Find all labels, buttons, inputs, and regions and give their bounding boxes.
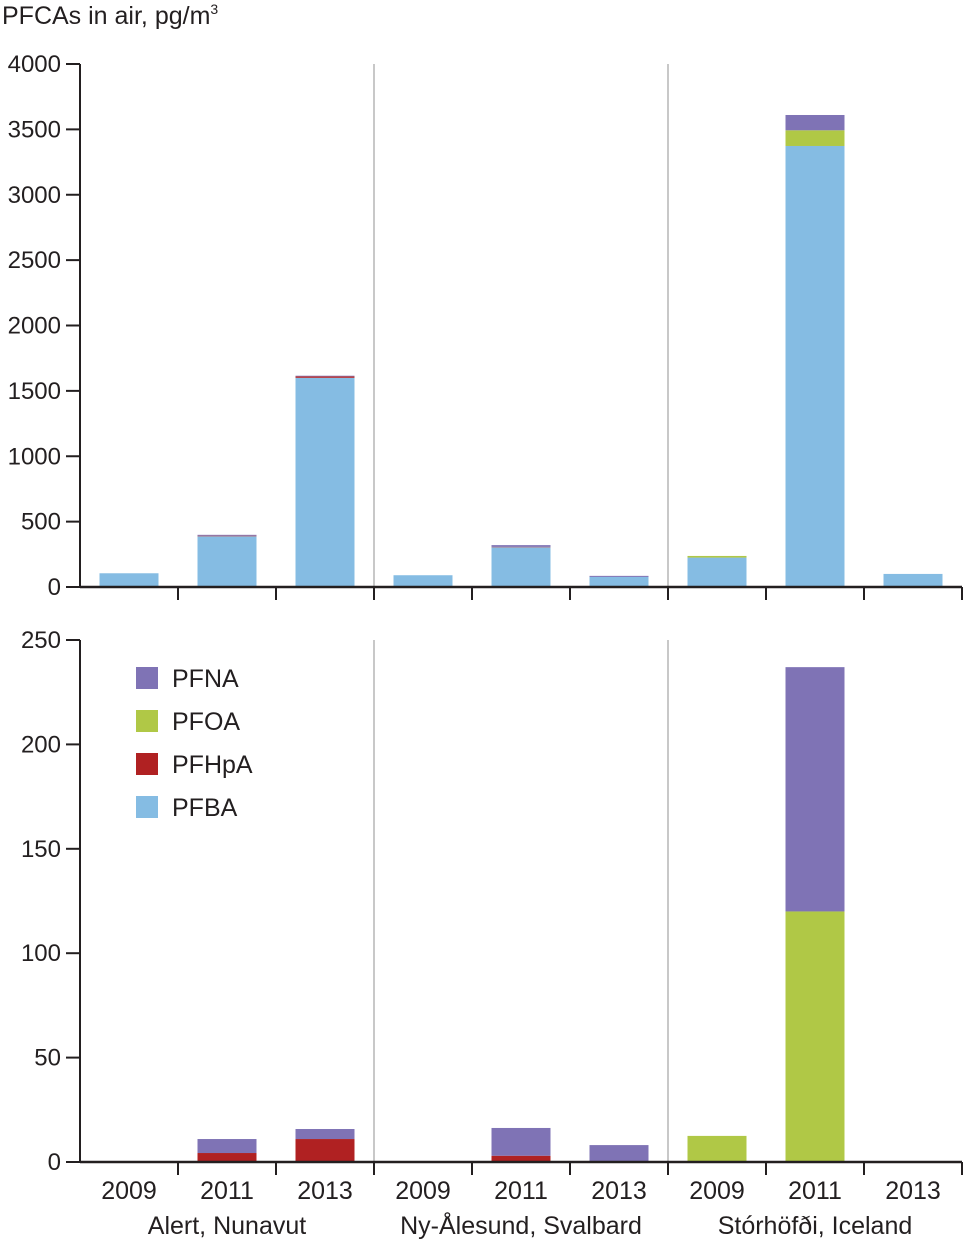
- y-tick-label: 2500: [8, 247, 61, 274]
- x-tick-label: 2009: [395, 1177, 451, 1205]
- y-tick-label: 50: [34, 1045, 61, 1072]
- panel-2: 0 50 100 150 200 250: [21, 627, 963, 1176]
- group-label: Stórhöfði, Iceland: [718, 1212, 913, 1240]
- bar-pfna: [589, 575, 649, 577]
- bar-pfba: [99, 573, 159, 587]
- y-tick-label: 250: [21, 627, 61, 654]
- legend: PFNA PFOA PFHpA PFBA: [136, 665, 253, 822]
- x-tick-label: 2013: [297, 1177, 353, 1205]
- bar-pfba: [197, 536, 257, 587]
- x-tick-label: 2011: [494, 1177, 548, 1205]
- bar-pfna: [197, 534, 257, 536]
- y-tick-label: 2000: [8, 313, 61, 340]
- bar-pfoa: [785, 911, 845, 1162]
- x-tick-label: 2013: [885, 1177, 941, 1205]
- y-tick-label: 1000: [8, 443, 61, 470]
- legend-item-pfhpa: PFHpA: [136, 751, 253, 779]
- bar-pfna: [197, 1139, 257, 1154]
- bar-pfna: [295, 375, 355, 377]
- y-tick-label: 1500: [8, 378, 61, 405]
- y-tick-label: 150: [21, 836, 61, 863]
- bar-pfna: [491, 1127, 551, 1156]
- legend-swatch: [136, 753, 158, 775]
- bar-pfba: [491, 547, 551, 587]
- bar-pfna: [491, 545, 551, 547]
- x-tick-label: 2009: [101, 1177, 157, 1205]
- bar-pfba: [687, 557, 747, 587]
- y-tick-label: 4000: [8, 51, 61, 78]
- bar-pfoa: [785, 130, 845, 146]
- x-tick-label: 2011: [200, 1177, 254, 1205]
- x-tick-label: 2009: [689, 1177, 745, 1205]
- legend-item-pfna: PFNA: [136, 665, 239, 693]
- legend-label: PFNA: [172, 665, 239, 693]
- group-label: Ny-Ålesund, Svalbard: [400, 1210, 642, 1240]
- bar-pfna: [295, 1129, 355, 1140]
- y-tick-label: 500: [21, 509, 61, 536]
- y-tick-label: 3500: [8, 116, 61, 143]
- bar-pfba: [393, 575, 453, 587]
- group-label: Alert, Nunavut: [148, 1212, 306, 1240]
- bar-pfhpa: [491, 1155, 551, 1162]
- legend-label: PFHpA: [172, 751, 253, 779]
- legend-swatch: [136, 710, 158, 732]
- y-tick-label: 100: [21, 940, 61, 967]
- chart-title: PFCAs in air, pg/m3: [2, 1, 218, 30]
- bar-pfna: [785, 114, 845, 131]
- bar-pfoa: [687, 555, 747, 558]
- bar-pfhpa: [295, 1139, 355, 1162]
- y-tick-label: 200: [21, 731, 61, 758]
- legend-item-pfba: PFBA: [136, 794, 238, 822]
- y-tick-label: 0: [48, 574, 61, 601]
- legend-swatch: [136, 796, 158, 818]
- bar-pfba: [589, 576, 649, 587]
- bar-pfba: [883, 573, 943, 587]
- bar-pfba: [785, 145, 845, 587]
- legend-label: PFBA: [172, 794, 238, 822]
- bar-pfna: [589, 1145, 649, 1162]
- legend-swatch: [136, 667, 158, 689]
- legend-item-pfoa: PFOA: [136, 708, 240, 736]
- panel-1: 0 500 1000 1500 2000 2500 3000 3500 4000: [8, 51, 963, 601]
- bar-pfoa: [687, 1135, 747, 1162]
- y-tick-label: 0: [48, 1149, 61, 1176]
- legend-label: PFOA: [172, 708, 240, 736]
- bar-pfhpa: [197, 535, 257, 537]
- bar-pfna: [785, 667, 845, 912]
- x-tick-label: 2013: [591, 1177, 647, 1205]
- bar-pfhpa: [197, 1153, 257, 1162]
- bar-pfhpa: [295, 376, 355, 378]
- bar-pfba: [295, 377, 355, 587]
- y-tick-label: 3000: [8, 182, 61, 209]
- x-tick-label: 2011: [788, 1177, 842, 1205]
